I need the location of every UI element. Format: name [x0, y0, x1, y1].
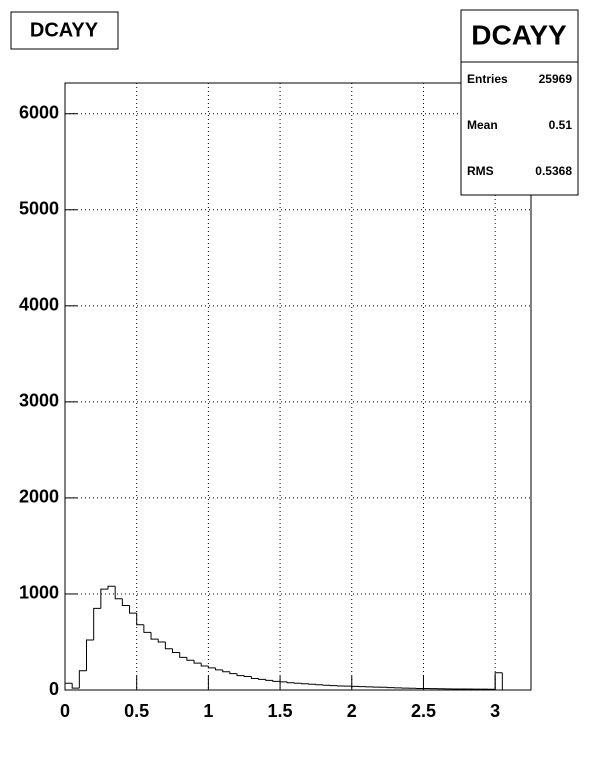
- histogram-bin: [64, 682, 73, 690]
- stats-box: [460, 9, 579, 196]
- histogram-bin: [222, 669, 230, 673]
- histogram-bin: [200, 663, 209, 667]
- stats-value: 25969: [539, 72, 573, 86]
- y-tick-label: 4000: [19, 295, 59, 315]
- x-tick-label: 0: [60, 701, 70, 721]
- title-box: [10, 11, 119, 50]
- histogram-bin: [286, 681, 295, 684]
- histogram-bin: [107, 585, 116, 590]
- x-tick-label: 2: [347, 701, 357, 721]
- histogram-bin: [207, 665, 216, 669]
- histogram-bin: [186, 657, 195, 661]
- stats-label: Mean: [467, 118, 498, 132]
- histogram-bin: [265, 679, 273, 681]
- histogram-bin: [157, 639, 166, 643]
- histogram-bin: [501, 672, 510, 691]
- histogram-bin: [136, 613, 144, 626]
- histogram-bin: [86, 639, 94, 671]
- histogram-bin: [179, 652, 187, 658]
- histogram-bin: [143, 624, 152, 633]
- x-tick-label: 2.5: [411, 701, 436, 721]
- stats-value: 0.51: [549, 118, 573, 132]
- y-tick-label: 1000: [19, 583, 59, 603]
- histogram-bin: [129, 605, 137, 614]
- y-tick-label: 0: [49, 679, 59, 699]
- histogram-bin: [236, 673, 245, 677]
- histogram-bin: [243, 675, 252, 678]
- y-tick-label: 5000: [19, 199, 59, 219]
- stats-label: Entries: [467, 72, 508, 86]
- histogram-bin: [215, 667, 223, 671]
- histogram-bin: [193, 660, 202, 664]
- histogram-bin: [100, 588, 109, 609]
- chart-title: DCAYY: [30, 19, 99, 41]
- x-tick-label: 0.5: [124, 701, 149, 721]
- histogram-bin: [78, 670, 87, 689]
- histogram-bin: [93, 607, 101, 641]
- histogram-bin: [71, 683, 80, 689]
- x-tick-label: 1.5: [268, 701, 293, 721]
- histogram-bin: [114, 586, 123, 600]
- stats-value: 0.5368: [535, 164, 572, 178]
- x-tick-label: 1: [203, 701, 213, 721]
- histogram-bin: [164, 641, 173, 650]
- histogram-bin: [150, 632, 159, 640]
- histogram-bin: [121, 598, 130, 606]
- y-tick-label: 6000: [19, 102, 59, 122]
- histogram-bin: [494, 672, 503, 690]
- y-tick-label: 2000: [19, 487, 59, 507]
- histogram-bin: [272, 680, 281, 682]
- stats-label: RMS: [467, 164, 494, 178]
- histogram-bin: [229, 671, 238, 675]
- histogram-bin: [172, 648, 180, 654]
- histogram-bin: [250, 676, 259, 679]
- y-tick-label: 3000: [19, 391, 59, 411]
- x-tick-label: 3: [490, 701, 500, 721]
- stats-title: DCAYY: [471, 19, 567, 50]
- histogram-bin: [258, 678, 266, 680]
